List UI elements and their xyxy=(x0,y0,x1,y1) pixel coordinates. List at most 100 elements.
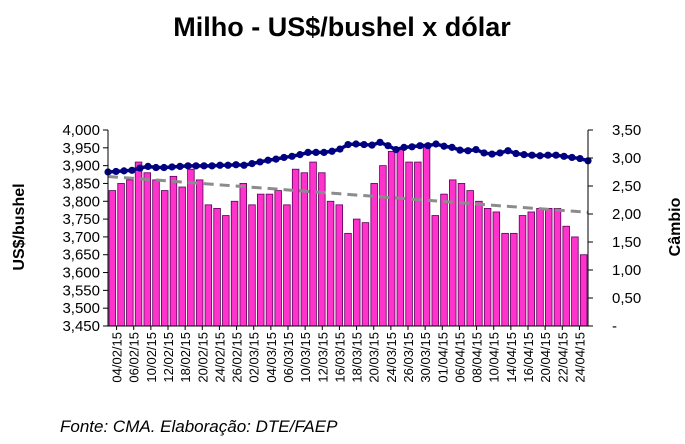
bar xyxy=(370,183,378,327)
line-point xyxy=(344,140,352,149)
bar xyxy=(239,183,247,327)
bar xyxy=(213,207,221,327)
bar xyxy=(379,165,387,327)
x-tick-label: 18/02/15 xyxy=(178,332,193,383)
line-point xyxy=(176,162,184,170)
bar xyxy=(501,232,509,327)
line-point xyxy=(448,143,456,151)
line-point xyxy=(480,149,488,157)
y-tick-label: 3,800 xyxy=(62,193,100,210)
bar xyxy=(134,161,143,327)
line-point xyxy=(224,161,232,169)
line-point xyxy=(264,156,272,164)
bar xyxy=(222,215,230,327)
x-tick-label: 08/04/15 xyxy=(470,332,485,383)
bar xyxy=(422,143,431,327)
line-point xyxy=(544,151,552,159)
bar xyxy=(265,193,274,327)
y2-tick-label: 3,50 xyxy=(612,122,641,139)
bar xyxy=(152,179,160,327)
line-point xyxy=(200,162,208,170)
bar xyxy=(579,254,588,327)
line-point xyxy=(288,152,296,160)
bars-group xyxy=(108,143,588,327)
line-point xyxy=(488,150,496,158)
y-tick-label: 3,450 xyxy=(62,318,100,335)
bar xyxy=(492,211,501,327)
bar xyxy=(274,190,282,327)
x-tick-label: 30/03/15 xyxy=(418,332,433,383)
y-tick-label: 3,700 xyxy=(62,229,100,246)
line-point xyxy=(208,162,216,170)
x-tick-label: 06/04/15 xyxy=(452,332,467,383)
bar xyxy=(309,161,317,327)
x-tick-label: 01/04/15 xyxy=(435,332,450,383)
y2-axis-label: Câmbio xyxy=(667,197,684,256)
bar xyxy=(405,161,413,327)
x-tick-label: 24/04/15 xyxy=(572,332,587,383)
line-point xyxy=(232,161,240,169)
line-point xyxy=(472,146,480,154)
bar xyxy=(553,207,562,327)
y-axis-label: US$/bushel xyxy=(11,183,28,270)
line-point xyxy=(368,141,376,149)
line-point xyxy=(160,163,168,172)
x-tick-label: 16/04/15 xyxy=(521,332,536,383)
x-tick-label: 10/02/15 xyxy=(144,332,159,383)
bar xyxy=(431,215,439,327)
bar xyxy=(204,204,213,327)
x-tick-label: 06/02/15 xyxy=(127,332,142,383)
line-point xyxy=(528,151,536,159)
line-point xyxy=(512,149,520,158)
y-tick-label: 3,900 xyxy=(62,158,100,175)
bar xyxy=(414,161,422,327)
line-point xyxy=(440,142,448,150)
y-tick-label: 3,850 xyxy=(62,175,100,192)
y-tick-label: 3,500 xyxy=(62,300,100,317)
x-tick-label: 04/02/15 xyxy=(110,332,125,383)
lines-group xyxy=(104,138,592,214)
bar xyxy=(545,207,553,327)
axes-group: 3,4503,5003,5503,6003,6503,7003,7503,800… xyxy=(62,122,641,383)
y-tick-label: 3,950 xyxy=(62,140,100,157)
x-tick-label: 16/03/15 xyxy=(332,332,347,383)
x-tick-label: 20/03/15 xyxy=(367,332,382,383)
y-tick-label: 4,000 xyxy=(62,122,100,139)
bar xyxy=(344,232,352,327)
trend-line xyxy=(107,174,589,214)
x-tick-label: 12/03/15 xyxy=(315,332,330,383)
bar xyxy=(457,183,466,327)
x-tick-label: 14/04/15 xyxy=(504,332,519,383)
bar xyxy=(536,207,544,327)
line-point xyxy=(296,151,304,159)
y-tick-label: 3,550 xyxy=(62,282,100,299)
bar xyxy=(396,147,405,327)
y2-tick-label: 2,50 xyxy=(612,178,641,195)
x-tick-label: 20/04/15 xyxy=(538,332,553,383)
bar xyxy=(335,204,343,327)
bar xyxy=(108,190,117,327)
x-tick-label: 20/02/15 xyxy=(195,332,210,383)
line-point xyxy=(552,151,560,159)
line-point xyxy=(560,152,568,160)
bar xyxy=(326,200,335,327)
bar xyxy=(475,200,483,327)
y2-tick-label: 3,00 xyxy=(612,150,641,167)
bar xyxy=(248,204,256,327)
line-point xyxy=(256,158,264,166)
y2-tick-label: 0,50 xyxy=(612,290,641,307)
bar xyxy=(361,222,370,327)
line-point xyxy=(312,148,320,156)
bar xyxy=(466,190,474,327)
x-tick-label: 06/03/15 xyxy=(281,332,296,383)
line-point xyxy=(568,153,576,162)
line-point xyxy=(184,162,192,170)
bar xyxy=(257,193,265,327)
y-tick-label: 3,750 xyxy=(62,211,100,228)
line-point xyxy=(352,140,360,148)
bar xyxy=(387,150,396,327)
y-tick-label: 3,600 xyxy=(62,265,100,282)
bar xyxy=(126,179,134,327)
y2-tick-label: 1,50 xyxy=(612,234,641,251)
